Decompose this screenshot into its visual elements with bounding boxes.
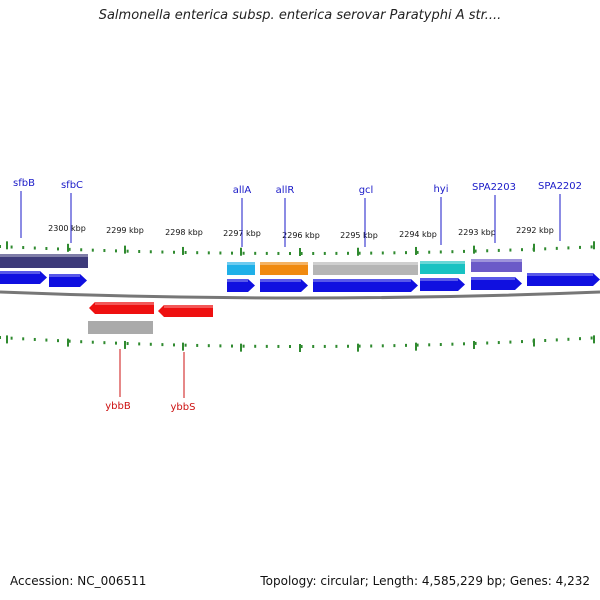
kbp-label: 2292 kbp	[516, 226, 554, 235]
cds-arrow	[420, 278, 465, 291]
reverse-cds-arrow	[89, 302, 154, 314]
gene-label-forward: hyi	[433, 184, 448, 195]
kbp-label: 2294 kbp	[399, 230, 437, 239]
box-highlight	[313, 262, 418, 265]
reverse-feature-track	[88, 302, 213, 334]
kbp-label: 2298 kbp	[165, 228, 203, 237]
kbp-label: 2295 kbp	[340, 231, 378, 240]
kbp-label: 2299 kbp	[106, 226, 144, 235]
kbp-label-group: 2300 kbp 2299 kbp 2298 kbp 2297 kbp 2296 kbp…	[48, 224, 554, 240]
box-highlight	[260, 262, 308, 265]
cds-arrow	[471, 277, 522, 290]
arrow-highlight	[164, 305, 213, 308]
allA-box	[227, 262, 255, 275]
box-highlight	[471, 259, 522, 262]
genome-summary: Topology: circular; Length: 4,585,229 bp…	[260, 574, 590, 588]
gene-label-forward: allA	[233, 185, 252, 196]
gene-label-forward: allR	[276, 185, 295, 196]
cds-arrow	[0, 271, 47, 284]
arrow-highlight	[95, 302, 154, 305]
gene-label-group: sfbB sfbC allA allR gcl hyi SPA2203 SPA2202 ybbB…	[13, 178, 582, 413]
gene-label-forward: sfbC	[61, 180, 83, 191]
gene-label-reverse: ybbS	[171, 402, 196, 413]
kbp-label: 2300 kbp	[48, 224, 86, 233]
gene-label-forward: SPA2203	[472, 182, 516, 193]
allR-box	[260, 262, 308, 275]
upper-tick-track	[0, 241, 595, 256]
gene-label-forward: gcl	[359, 185, 374, 196]
arrow-highlight	[420, 278, 458, 281]
arrow-highlight	[49, 274, 80, 277]
ybbB-region-box	[88, 321, 153, 334]
SPA2203-box	[471, 259, 522, 272]
cds-arrow	[527, 273, 600, 286]
feature-box-track	[0, 254, 522, 275]
arrow-highlight	[313, 279, 411, 282]
arrow-highlight	[227, 279, 248, 282]
cds-arrow-track	[0, 271, 600, 292]
cds-arrow	[227, 279, 255, 292]
reverse-cds-arrow	[158, 305, 213, 317]
genome-title: Salmonella enterica subsp. enterica sero…	[98, 8, 502, 23]
cds-arrow	[313, 279, 418, 292]
gene-label-forward: SPA2202	[538, 181, 582, 192]
gene-label-forward: sfbB	[13, 178, 35, 189]
hyi-box	[420, 261, 465, 274]
accession-text: Accession: NC_006511	[10, 574, 147, 588]
gene-label-reverse: ybbB	[105, 401, 131, 412]
genome-backbone	[0, 290, 600, 300]
kbp-label: 2296 kbp	[282, 231, 320, 240]
sfb-region-box	[0, 254, 88, 268]
box-highlight	[0, 254, 88, 257]
kbp-label: 2293 kbp	[458, 228, 496, 237]
lower-tick-track	[0, 335, 595, 352]
cds-arrow	[49, 274, 87, 287]
arrow-highlight	[527, 273, 593, 276]
cds-arrow	[260, 279, 308, 292]
box-highlight	[420, 261, 465, 264]
arrow-highlight	[471, 277, 515, 280]
arrow-highlight	[260, 279, 301, 282]
box-highlight	[227, 262, 255, 265]
gcl-box	[313, 262, 418, 275]
arrow-highlight	[0, 271, 40, 274]
